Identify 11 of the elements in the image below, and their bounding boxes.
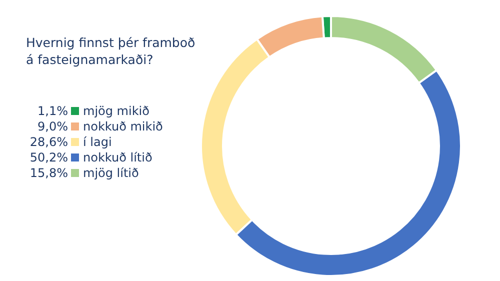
data-label: 15,8% (30, 166, 68, 180)
data-label: 50,2% (30, 150, 68, 164)
legend-label: mjög mikið (83, 104, 150, 118)
data-label: 9,0% (38, 120, 68, 134)
legend-label: mjög lítið (83, 166, 139, 180)
legend-label: nokkuð mikið (83, 120, 163, 134)
data-label: 1,1% (38, 104, 68, 118)
data-label: 28,6% (30, 135, 68, 149)
legend-label: í lagi (83, 135, 112, 149)
text: Hvernig finnst þér framboð á fasteignamarkaði? (26, 35, 196, 67)
legend-label: nokkuð lítið (83, 150, 152, 164)
